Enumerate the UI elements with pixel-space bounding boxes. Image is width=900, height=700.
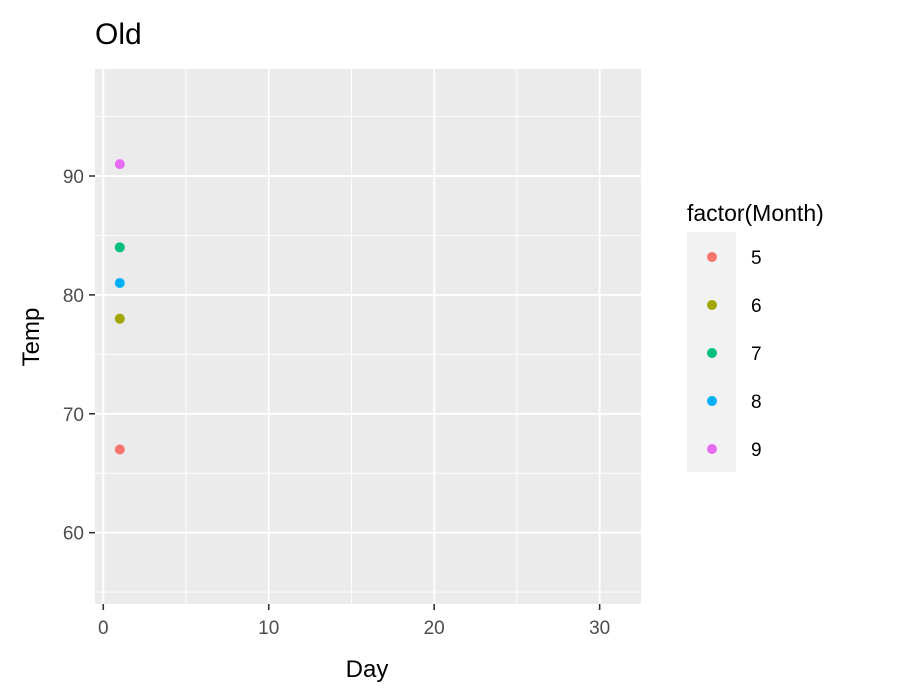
- x-tick-label: 30: [589, 618, 610, 639]
- x-tick-label: 20: [424, 618, 445, 639]
- legend-key-6: [707, 300, 717, 310]
- x-tick-label: 10: [258, 618, 279, 639]
- y-axis-title: Temp: [18, 308, 45, 367]
- legend: factor(Month) 5 6 7 8 9: [687, 200, 824, 472]
- legend-key-9: [707, 444, 717, 454]
- data-points: [114, 159, 125, 455]
- data-point-month-9: [114, 159, 125, 170]
- minor-gridlines: [95, 69, 641, 604]
- legend-items: 5 6 7 8 9: [707, 248, 762, 461]
- legend-title: factor(Month): [687, 200, 824, 226]
- data-point-month-8: [114, 278, 125, 288]
- legend-label-6: 6: [751, 296, 762, 317]
- legend-key-7: [707, 348, 717, 358]
- plot-panel: [95, 69, 641, 604]
- legend-label-7: 7: [751, 344, 762, 365]
- legend-key-8: [707, 396, 717, 406]
- x-axis-title: Day: [346, 656, 389, 683]
- data-point-month-7: [114, 242, 125, 253]
- y-tick-label: 70: [63, 405, 84, 426]
- x-tick-label: 0: [98, 618, 109, 639]
- y-axis: 60 70 80 90: [63, 167, 95, 545]
- legend-label-5: 5: [751, 248, 762, 269]
- major-gridlines: [95, 69, 641, 604]
- data-point-month-5: [114, 444, 125, 455]
- chart-title: Old: [95, 18, 142, 51]
- x-axis: 0 10 20 30: [98, 604, 610, 639]
- y-tick-label: 60: [63, 524, 84, 545]
- y-tick-label: 90: [63, 167, 84, 188]
- legend-label-8: 8: [751, 392, 762, 413]
- data-point-month-6: [114, 313, 125, 324]
- legend-key-5: [707, 252, 717, 262]
- y-tick-label: 80: [63, 286, 84, 307]
- legend-label-9: 9: [751, 440, 762, 461]
